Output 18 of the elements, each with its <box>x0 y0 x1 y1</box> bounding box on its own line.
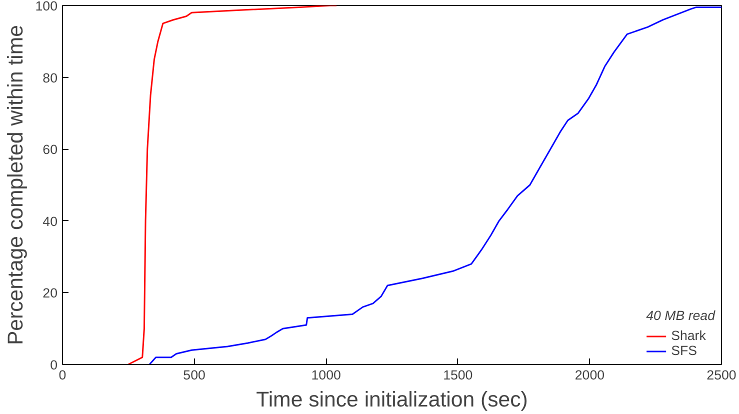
line-series <box>127 6 338 364</box>
legend-label: SFS <box>671 343 698 358</box>
legend-title: 40 MB read <box>646 308 715 323</box>
y-tick-label: 40 <box>42 214 58 229</box>
x-tick-label: 2500 <box>706 368 736 382</box>
x-tick-label: 1500 <box>443 368 473 382</box>
y-tick-label: 100 <box>35 0 58 14</box>
y-tick-label: 20 <box>42 286 58 301</box>
x-tick-label: 500 <box>183 368 206 382</box>
legend-label: Shark <box>671 328 706 343</box>
line-series <box>148 6 722 364</box>
y-tick-label: 60 <box>42 142 58 158</box>
x-tick-label: 2000 <box>574 368 605 382</box>
y-tick-label: 80 <box>42 70 58 86</box>
x-axis-title: Time since initialization (sec) <box>256 388 528 412</box>
y-tick-label: 0 <box>50 358 58 372</box>
x-tick-label: 1000 <box>311 368 341 382</box>
y-axis-title: Percentage completed within time <box>3 24 28 346</box>
